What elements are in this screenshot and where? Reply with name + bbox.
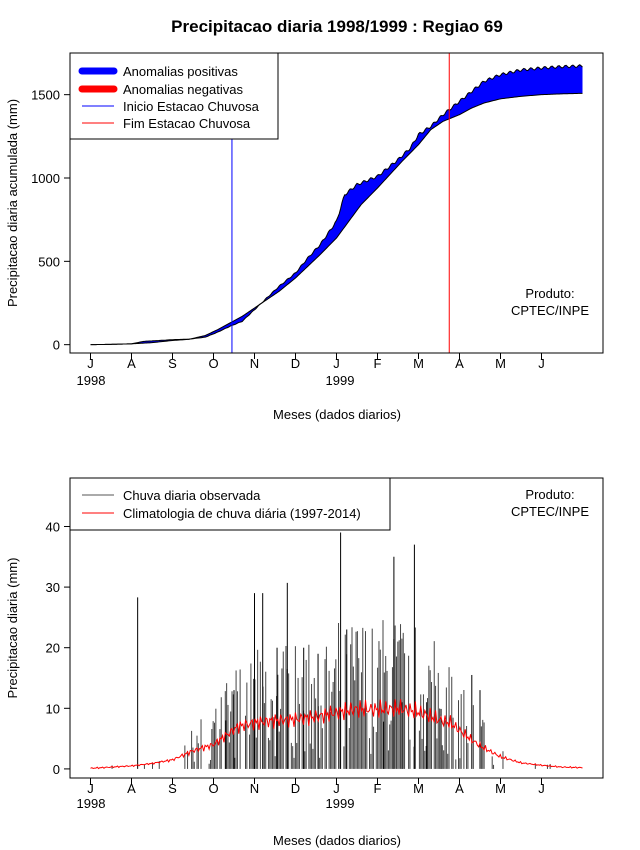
bottom-legend: Chuva diaria observada Climatologia de c…	[69, 477, 391, 531]
top-credit-line2: CPTEC/INPE	[511, 303, 589, 318]
climatology-daily-line	[90, 699, 583, 770]
top-ytick-label: 1000	[31, 171, 60, 186]
anomaly-areas	[90, 64, 583, 345]
bottom-month-label: F	[374, 781, 382, 796]
bottom-y-axis-label: Precipitacao diaria (mm)	[5, 558, 20, 699]
top-month-label: J	[87, 356, 94, 371]
bottom-month-label: M	[413, 781, 424, 796]
climatology-accumulated-line	[90, 92, 583, 346]
year-label-1998: 1998	[77, 373, 106, 388]
top-legend: Anomalias positivas Anomalias negativas …	[69, 52, 279, 140]
top-month-label: J	[538, 356, 545, 371]
top-ytick-label: 0	[53, 338, 60, 353]
bottom-month-label: A	[455, 781, 464, 796]
legend-observed-label: Chuva diaria observada	[123, 488, 261, 503]
bottom-month-label: A	[127, 781, 136, 796]
bottom-month-label: J	[87, 781, 94, 796]
bottom-month-label: S	[168, 781, 177, 796]
legend-onset-label: Inicio Estacao Chuvosa	[123, 99, 260, 114]
bottom-year-label-1998: 1998	[77, 796, 106, 811]
legend-end-label: Fim Estacao Chuvosa	[123, 116, 251, 131]
chart-title: Precipitacao diaria 1998/1999 : Regiao 6…	[171, 17, 503, 36]
top-month-label: N	[250, 356, 259, 371]
top-credit-line1: Produto:	[525, 286, 574, 301]
year-label-1999: 1999	[326, 373, 355, 388]
top-ytick-label: 500	[38, 254, 60, 269]
top-x-axis-label: Meses (dados diarios)	[273, 407, 401, 422]
bottom-month-label: M	[495, 781, 506, 796]
top-ytick-label: 1500	[31, 88, 60, 103]
bottom-y-axis: 0 10 20 30 40	[46, 519, 71, 777]
top-month-label: A	[455, 356, 464, 371]
legend-positive-label: Anomalias positivas	[123, 64, 238, 79]
daily-rain-bars	[111, 532, 551, 769]
bottom-legend-box	[69, 477, 391, 531]
bottom-credit-line2: CPTEC/INPE	[511, 504, 589, 519]
bottom-month-label: J	[333, 781, 340, 796]
top-month-label: J	[333, 356, 340, 371]
bottom-ytick-label: 40	[46, 519, 60, 534]
legend-negative-label: Anomalias negativas	[123, 82, 243, 97]
top-y-axis-label: Precipitacao diaria acumulada (mm)	[5, 99, 20, 307]
top-month-label: F	[374, 356, 382, 371]
positive-anomaly-area	[90, 64, 583, 345]
bottom-month-label: N	[250, 781, 259, 796]
bottom-month-label: J	[538, 781, 545, 796]
top-y-axis: 0 500 1000 1500	[31, 88, 71, 353]
bottom-month-label: O	[208, 781, 218, 796]
top-month-label: S	[168, 356, 177, 371]
daily-panel: 0 10 20 30 40 J A S O N D J F M A M J 1998 1999 Meses (…	[5, 477, 604, 848]
top-month-label: M	[495, 356, 506, 371]
top-month-label: D	[291, 356, 300, 371]
bottom-ytick-label: 0	[53, 762, 60, 777]
bottom-year-label-1999: 1999	[326, 796, 355, 811]
legend-climatology-label: Climatologia de chuva diária (1997-2014)	[123, 506, 361, 521]
bottom-ytick-label: 20	[46, 641, 60, 656]
top-month-label: M	[413, 356, 424, 371]
top-month-label: O	[208, 356, 218, 371]
top-month-label: A	[127, 356, 136, 371]
bottom-x-axis-label: Meses (dados diarios)	[273, 833, 401, 848]
bottom-ytick-label: 10	[46, 701, 60, 716]
accumulated-panel: 0 500 1000 1500 J A S O N D J F M A M J 1998 1999 Mese…	[5, 52, 604, 422]
observed-accumulated-line	[90, 64, 583, 346]
top-legend-box	[69, 52, 279, 140]
bottom-credit-line1: Produto:	[525, 487, 574, 502]
bottom-ytick-label: 30	[46, 580, 60, 595]
bottom-month-label: D	[291, 781, 300, 796]
